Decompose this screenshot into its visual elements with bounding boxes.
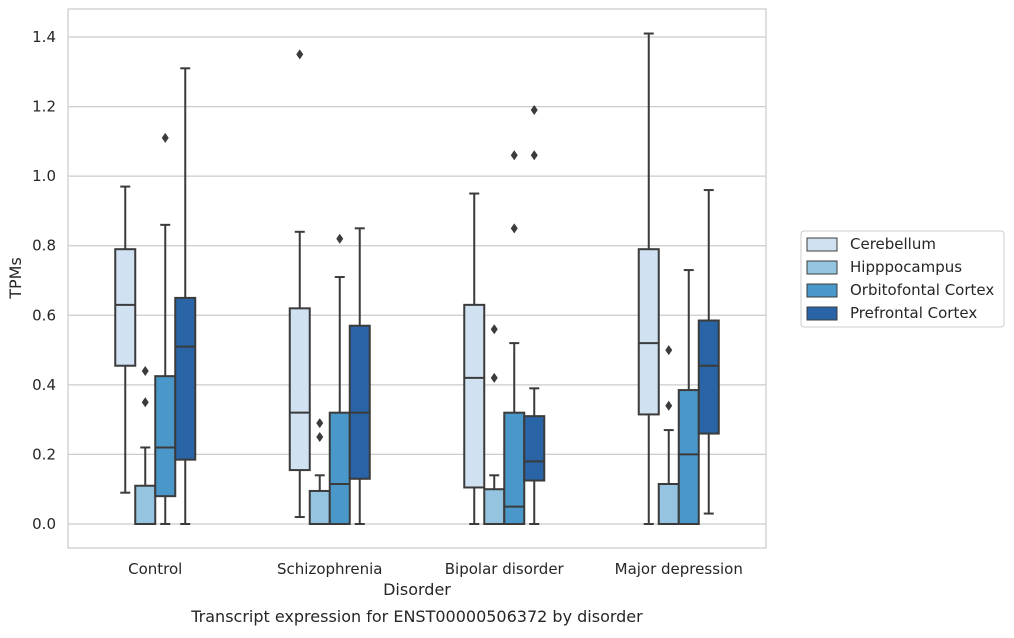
outlier-point — [665, 400, 673, 411]
x-tick-label: Major depression — [615, 560, 743, 578]
legend-label: Cerebellum — [850, 235, 936, 253]
y-tick-label: 0.8 — [32, 237, 56, 255]
plot-area-frame — [67, 8, 767, 549]
figure-caption: Transcript expression for ENST0000050637… — [190, 607, 643, 626]
box-orbitofontal-cortex-schizophrenia — [328, 233, 351, 525]
box-cerebellum-schizophrenia — [288, 49, 311, 519]
box-body — [657, 482, 680, 525]
box-body — [463, 303, 486, 489]
outlier-point — [161, 132, 169, 143]
box-body — [637, 248, 660, 416]
box-prefrontal-cortex-schizophrenia — [348, 227, 371, 525]
legend-label: Prefrontal Cortex — [850, 304, 977, 322]
box-body — [308, 489, 331, 526]
box-hipppocampus-bipolar-disorder — [483, 324, 506, 526]
y-tick-label: 1.0 — [32, 167, 56, 185]
outlier-point — [490, 372, 498, 383]
outlier-point — [530, 105, 538, 116]
legend-frame — [800, 230, 1005, 328]
y-tick-label: 1.2 — [32, 98, 56, 116]
box-orbitofontal-cortex-major-depression — [677, 269, 700, 526]
legend: Cerebellum Hipppocampus Orbitofontal Corte… — [800, 230, 1005, 328]
y-tick-label: 0.6 — [32, 306, 56, 324]
y-tick-labels: 0.0 0.2 0.4 0.6 0.8 1.0 1.2 1.4 — [32, 28, 56, 533]
box-prefrontal-cortex-major-depression — [697, 189, 720, 515]
box-body — [483, 488, 506, 526]
box-cerebellum-major-depression — [637, 32, 660, 525]
x-axis-label: Disorder — [383, 580, 451, 599]
legend-label: Orbitofontal Cortex — [850, 281, 994, 299]
box-body — [697, 319, 720, 435]
box-prefrontal-cortex-control — [174, 67, 197, 525]
outlier-point — [490, 324, 498, 335]
legend-swatch — [806, 306, 838, 321]
box-body — [523, 415, 546, 482]
outlier-point — [530, 150, 538, 161]
outlier-point — [336, 233, 344, 244]
legend-swatch — [806, 283, 838, 298]
box-prefrontal-cortex-bipolar-disorder — [523, 105, 546, 525]
x-tick-label: Control — [128, 560, 182, 578]
box-body — [174, 296, 197, 461]
box-cerebellum-bipolar-disorder — [463, 192, 486, 525]
box-body — [677, 389, 700, 526]
outlier-point — [296, 49, 304, 60]
y-tick-label: 0.2 — [32, 445, 56, 463]
outlier-point — [510, 223, 518, 234]
box-body — [348, 324, 371, 480]
box-orbitofontal-cortex-bipolar-disorder — [503, 150, 526, 525]
box-body — [288, 307, 311, 472]
box-body — [134, 484, 157, 526]
y-tick-label: 1.4 — [32, 28, 56, 46]
legend-label: Hipppocampus — [850, 258, 962, 276]
box-body — [114, 248, 137, 367]
x-tick-label: Bipolar disorder — [445, 560, 565, 578]
box-layer — [114, 32, 720, 526]
outlier-point — [316, 432, 324, 443]
x-tick-labels: Control Schizophrenia Bipolar disorder Majo… — [128, 560, 743, 578]
outlier-point — [510, 150, 518, 161]
y-tick-label: 0.0 — [32, 515, 56, 533]
y-tick-label: 0.4 — [32, 376, 56, 394]
box-orbitofontal-cortex-control — [154, 132, 177, 525]
y-axis-label: TPMs — [6, 257, 25, 300]
box-body — [328, 411, 351, 525]
box-hipppocampus-control — [134, 365, 157, 526]
box-cerebellum-control — [114, 185, 137, 494]
outlier-point — [316, 418, 324, 429]
box-body — [154, 375, 177, 498]
box-hipppocampus-schizophrenia — [308, 418, 331, 526]
box-hipppocampus-major-depression — [657, 345, 680, 525]
legend-swatch — [806, 260, 838, 275]
x-tick-label: Schizophrenia — [277, 560, 382, 578]
outlier-point — [665, 345, 673, 356]
legend-swatch — [806, 237, 838, 252]
outlier-point — [141, 397, 149, 408]
outlier-point — [141, 365, 149, 376]
